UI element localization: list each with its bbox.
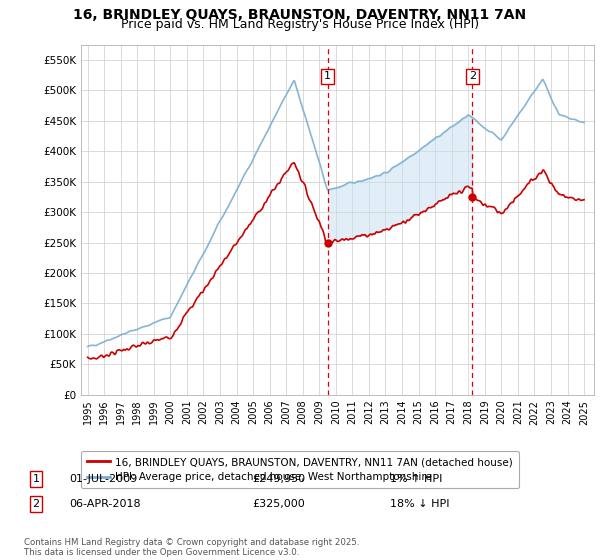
- Text: £249,950: £249,950: [252, 474, 305, 484]
- Text: 01-JUL-2009: 01-JUL-2009: [69, 474, 137, 484]
- Text: 2: 2: [32, 499, 40, 509]
- Text: Price paid vs. HM Land Registry's House Price Index (HPI): Price paid vs. HM Land Registry's House …: [121, 18, 479, 31]
- Legend: 16, BRINDLEY QUAYS, BRAUNSTON, DAVENTRY, NN11 7AN (detached house), HPI: Average: 16, BRINDLEY QUAYS, BRAUNSTON, DAVENTRY,…: [81, 451, 520, 488]
- Text: £325,000: £325,000: [252, 499, 305, 509]
- Text: 1% ↑ HPI: 1% ↑ HPI: [390, 474, 442, 484]
- Text: 1: 1: [324, 71, 331, 81]
- Text: 2: 2: [469, 71, 476, 81]
- Text: 1: 1: [32, 474, 40, 484]
- Text: Contains HM Land Registry data © Crown copyright and database right 2025.
This d: Contains HM Land Registry data © Crown c…: [24, 538, 359, 557]
- Text: 16, BRINDLEY QUAYS, BRAUNSTON, DAVENTRY, NN11 7AN: 16, BRINDLEY QUAYS, BRAUNSTON, DAVENTRY,…: [73, 8, 527, 22]
- Text: 18% ↓ HPI: 18% ↓ HPI: [390, 499, 449, 509]
- Text: 06-APR-2018: 06-APR-2018: [69, 499, 140, 509]
